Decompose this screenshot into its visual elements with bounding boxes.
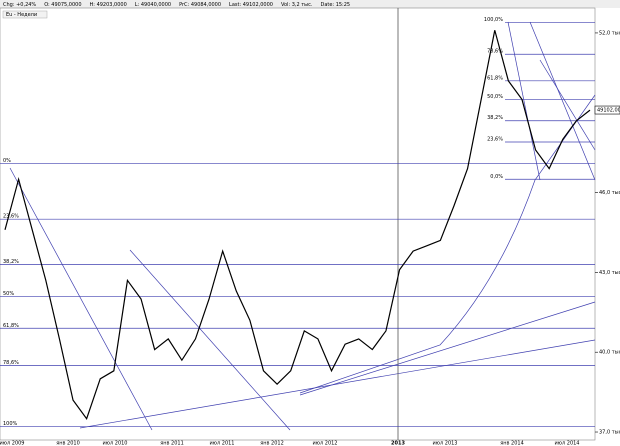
info-item: H: 49203,0000	[90, 2, 127, 8]
fib-label: 61,8%	[3, 323, 19, 329]
trend-line	[9, 167, 153, 431]
x-tick-label: июл 2010	[103, 441, 128, 446]
y-tick-label: 52,0 тыс.	[599, 30, 620, 36]
info-item: O: 49075,0000	[44, 2, 81, 8]
trend-line	[299, 301, 596, 396]
y-tick-label: 37,0 тыс.	[599, 430, 620, 436]
trend-line	[507, 21, 541, 181]
y-tick-label: 40,0 тыс.	[599, 350, 620, 356]
fib-label: 78,6%	[3, 360, 19, 366]
fib-label: 61,8%	[487, 75, 503, 81]
y-tick-label: 43,0 тыс.	[599, 270, 620, 276]
info-item: L: 49040,0000	[135, 2, 171, 8]
fib-label: 100%	[3, 421, 18, 427]
fib-label: 23,6%	[487, 137, 503, 143]
fib-label: 38,2%	[487, 115, 503, 121]
x-tick-label: июл 2011	[210, 441, 235, 446]
price-line	[4, 30, 591, 421]
x-tick-label: 2013	[391, 441, 405, 446]
fib-label: 0,0%	[490, 174, 503, 180]
fib-label: 0%	[3, 158, 11, 164]
fib-label: 78,6%	[487, 49, 503, 55]
x-tick-label: янв 2011	[160, 441, 184, 446]
trend-line	[539, 59, 596, 151]
fib-label: 50%	[3, 291, 14, 297]
fib-label: 50,0%	[487, 94, 503, 100]
last-price-label: 49102,00	[597, 108, 620, 114]
trend-line	[299, 94, 596, 394]
plot-frame	[0, 7, 596, 441]
x-tick-label: июл 2009	[0, 441, 24, 446]
info-group: Chg: +0,24% O: 49075,0000 H: 49203,0000 L: …	[3, 2, 350, 8]
x-tick-label: июл 2014	[555, 441, 580, 446]
info-bar	[0, 0, 620, 8]
info-item: Vol: 3,2 тыс.	[281, 2, 313, 8]
fib-label: 38,2%	[3, 259, 19, 265]
trend-line	[129, 249, 291, 431]
fib-label: 100,0%	[484, 17, 503, 23]
x-tick-label: июл 2012	[313, 441, 338, 446]
trend-line	[529, 21, 596, 181]
fib-label: 23,6%	[3, 214, 19, 220]
legend: Eu - Недели	[6, 12, 37, 18]
x-tick-label: янв 2012	[260, 441, 284, 446]
info-item: Chg: +0,24%	[3, 2, 36, 8]
legend-box	[2, 10, 48, 19]
info-item: Last: 49102,0000	[229, 2, 273, 8]
last-price-box	[594, 105, 620, 115]
x-tick-label: июл 2013	[433, 441, 458, 446]
info-item: PrC: 49084,0000	[179, 2, 221, 8]
trend-line	[79, 339, 596, 429]
info-item: Date: 15:25	[320, 2, 350, 8]
x-tick-label: янв 2014	[500, 441, 524, 446]
trend-lines	[9, 21, 596, 431]
x-tick-label: янв 2010	[56, 441, 80, 446]
y-tick-label: 46,0 тыс.	[599, 190, 620, 196]
